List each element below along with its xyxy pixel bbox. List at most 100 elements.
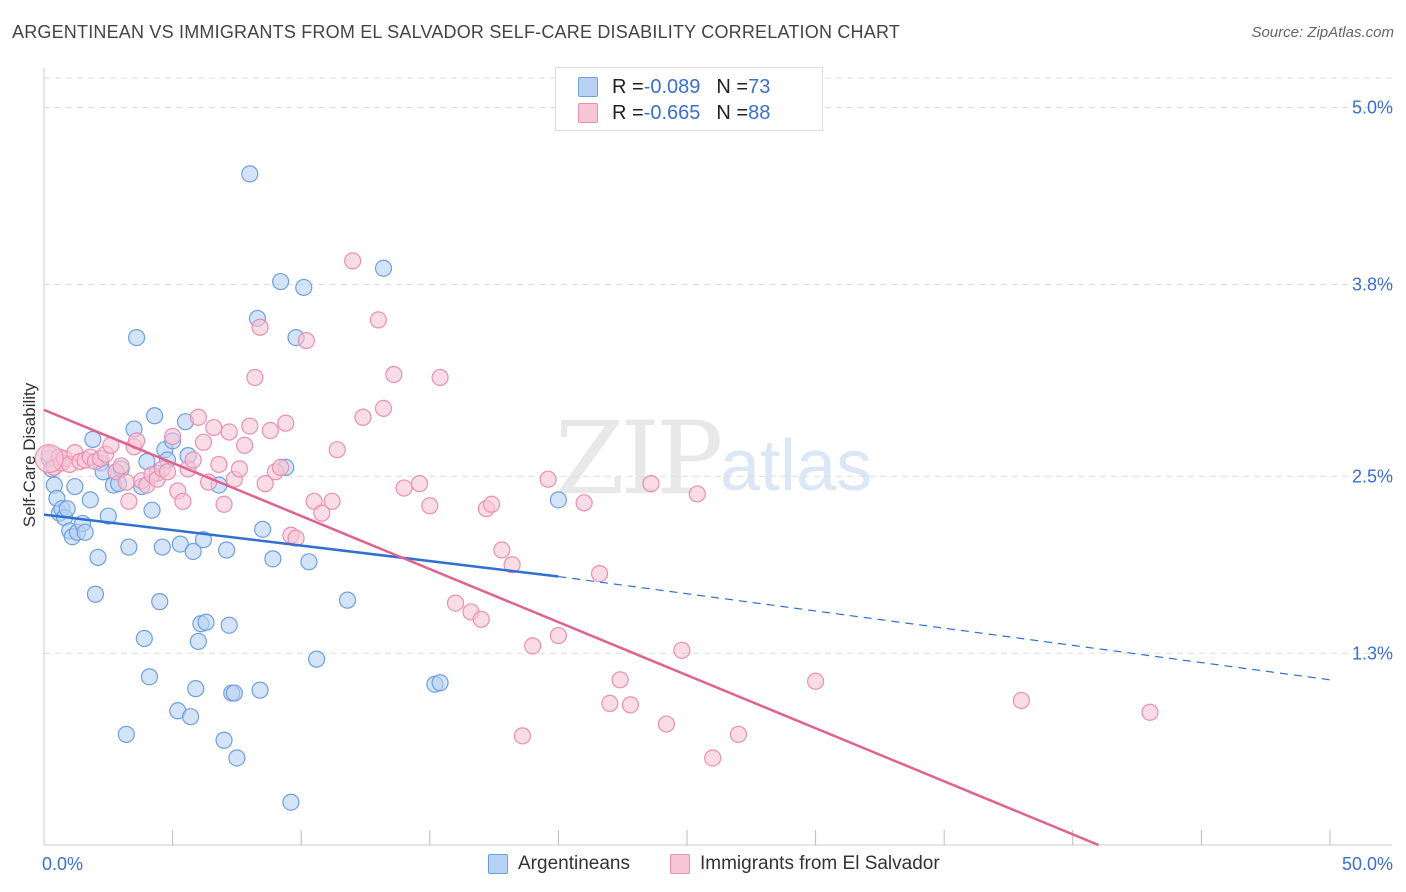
argentinean-point xyxy=(89,548,107,566)
argentinean-point xyxy=(120,538,138,556)
el-salvador-point xyxy=(323,492,341,510)
el-salvador-point xyxy=(611,671,629,689)
el-salvador-point xyxy=(503,556,521,574)
argentinean-point xyxy=(300,553,318,571)
el-salvador-point xyxy=(374,399,393,417)
correlation-legend: R = -0.089 N = 73 R = -0.665 N = 88 xyxy=(555,67,823,131)
blue-swatch xyxy=(578,77,598,97)
x-tick-label: 0.0% xyxy=(42,854,83,874)
el-salvador-point xyxy=(673,641,691,659)
argentinean-point xyxy=(184,542,202,561)
argentineans-trend-extension xyxy=(558,575,1331,681)
el-salvador-point xyxy=(395,479,413,497)
n-value: 88 xyxy=(748,101,771,124)
axes xyxy=(43,68,1392,846)
argentinean-point xyxy=(151,593,169,611)
el-salvador-point xyxy=(220,423,238,441)
el-salvador-point xyxy=(305,492,323,510)
n-value: 73 xyxy=(748,75,771,98)
pink-swatch xyxy=(670,854,690,874)
el-salvador-point xyxy=(215,495,233,513)
el-salvador-point xyxy=(251,318,269,336)
argentinean-point xyxy=(182,708,200,726)
argentinean-point xyxy=(295,278,313,297)
argentinean-point xyxy=(143,501,161,519)
el-salvador-point xyxy=(277,414,295,432)
argentinean-point xyxy=(135,629,153,648)
el-salvador-point xyxy=(297,331,315,350)
el-salvador-point xyxy=(493,541,511,559)
argentinean-point xyxy=(272,272,290,291)
argentinean-point xyxy=(58,500,76,518)
el-salvador-point xyxy=(112,457,130,475)
el-salvador-point xyxy=(549,626,568,645)
el-salvador-point xyxy=(158,463,177,481)
argentinean-point xyxy=(145,407,164,425)
argentinean-point xyxy=(194,531,213,549)
argentinean-point xyxy=(171,535,189,553)
argentinean-point xyxy=(127,329,146,347)
el-salvador-point xyxy=(688,485,706,503)
el-salvador-point xyxy=(513,727,531,745)
legend-label: Argentineans xyxy=(518,853,630,874)
el-salvador-point xyxy=(205,418,223,437)
el-salvador-point xyxy=(704,749,722,767)
el-salvador-point xyxy=(194,433,213,451)
argentinean-point xyxy=(215,731,233,749)
argentinean-point xyxy=(218,541,236,559)
argentinean-point xyxy=(431,674,449,692)
argentinean-point xyxy=(86,585,105,603)
el-salvador-point xyxy=(539,470,557,488)
r-label: R = xyxy=(612,75,644,98)
grid-lines xyxy=(44,77,1392,654)
argentinean-point xyxy=(251,681,269,699)
el-salvador-point xyxy=(230,460,249,478)
x-tick-label: 50.0% xyxy=(1342,854,1393,874)
blue-swatch xyxy=(488,854,508,874)
el-salvador-point xyxy=(482,495,501,513)
el-salvador-point xyxy=(642,475,660,493)
el-salvador-point xyxy=(313,504,331,522)
chart-title: ARGENTINEAN VS IMMIGRANTS FROM EL SALVAD… xyxy=(12,22,901,42)
argentinean-point xyxy=(225,684,243,702)
el-salvador-point xyxy=(174,492,192,510)
el-salvador-point xyxy=(120,492,138,510)
legend-item-el-salvador[interactable]: Immigrants from El Salvador xyxy=(670,852,940,876)
r-value: -0.665 xyxy=(643,101,701,124)
el-salvador-point xyxy=(621,696,640,714)
el-salvador-point xyxy=(117,473,135,491)
el-salvador-point xyxy=(601,694,619,713)
el-salvador-point xyxy=(524,637,542,655)
el-salvador-point xyxy=(729,725,748,743)
argentinean-point xyxy=(549,491,568,509)
source-note: Source: ZipAtlas.com xyxy=(1251,24,1394,41)
el-salvador-point xyxy=(261,421,279,440)
argentinean-point xyxy=(84,430,102,448)
argentinean-point xyxy=(117,725,135,743)
trend-lines xyxy=(43,408,1331,847)
el-salvador-point xyxy=(354,408,372,426)
argentinean-point xyxy=(282,793,300,811)
pink-swatch xyxy=(578,103,598,123)
r-value: -0.089 xyxy=(643,75,701,98)
el-salvador-point xyxy=(189,408,207,426)
legend-row-el-salvador: R = -0.665 N = 88 xyxy=(578,101,770,125)
n-label: N = xyxy=(716,101,749,124)
el-salvador-point xyxy=(241,417,259,435)
argentineans-points xyxy=(40,165,568,811)
el-salvador-point xyxy=(1141,703,1159,721)
el-salvador-point xyxy=(344,252,362,270)
y-tick-label: 5.0% xyxy=(1352,98,1393,118)
y-tick-label: 1.3% xyxy=(1352,643,1393,663)
tick-labels: 1.3% 2.5% 3.8% 5.0% 0.0% 50.0% xyxy=(42,98,1393,875)
r-label: R = xyxy=(612,101,644,124)
legend-item-argentineans[interactable]: Argentineans xyxy=(488,852,630,876)
argentinean-point xyxy=(187,680,205,698)
el-salvador-point xyxy=(446,594,465,612)
el-salvador-point xyxy=(806,672,825,690)
argentinean-point xyxy=(228,749,246,767)
el-salvador-point xyxy=(472,610,490,628)
el-salvador-point xyxy=(657,715,676,733)
el-salvador-point xyxy=(575,494,593,512)
el-salvador-point-cluster xyxy=(34,443,64,474)
